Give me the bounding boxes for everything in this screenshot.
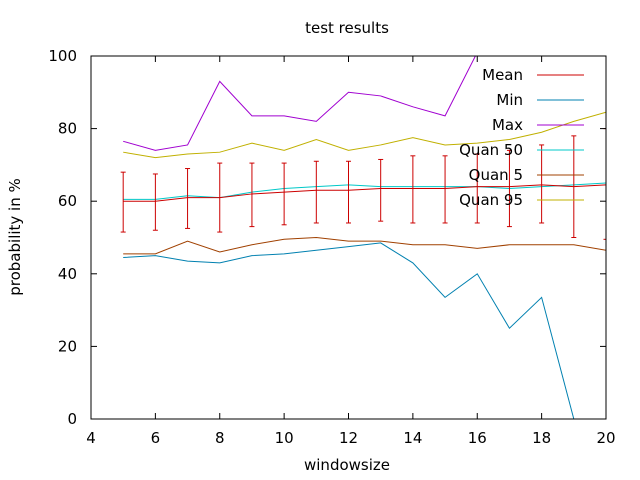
series-line-quan-95 [123, 111, 606, 159]
error-bar [185, 168, 191, 229]
series-line-quan-5 [123, 236, 606, 255]
plot-frame [90, 55, 607, 420]
legend-label: Quan 95 [459, 191, 523, 209]
error-bar [217, 162, 223, 233]
y-tick-label: 60 [58, 192, 77, 210]
chart-title: test results [305, 19, 389, 37]
x-tick-label: 4 [86, 429, 96, 447]
legend-label: Mean [482, 66, 523, 84]
series-line-mean [123, 184, 606, 202]
legend-item-quan-95: Quan 95 [459, 191, 584, 209]
plot-area [120, 56, 606, 419]
legend-label: Min [496, 91, 523, 109]
error-bar [442, 155, 448, 224]
error-bar [474, 153, 480, 224]
error-bar [249, 162, 255, 228]
series-line-quan-50 [123, 182, 606, 200]
x-axis-title: windowsize [304, 456, 390, 474]
x-tick-label: 12 [339, 429, 358, 447]
legend-label: Max [492, 116, 523, 134]
error-bar [152, 173, 158, 231]
x-tick-label: 10 [275, 429, 294, 447]
error-bar [281, 162, 287, 226]
legend-item-min: Min [496, 91, 584, 109]
error-bar [346, 160, 351, 224]
error-bar [120, 171, 126, 233]
series-line-min [123, 242, 575, 419]
x-tick-label: 14 [403, 429, 422, 447]
y-tick-label: 100 [48, 47, 77, 65]
y-tick-label: 40 [58, 265, 77, 283]
axis-ticks: 4 6 8 10 12 14 16 18 20 0 20 40 60 80 100 [48, 47, 615, 447]
y-tick-label: 0 [67, 410, 77, 428]
x-tick-label: 18 [532, 429, 551, 447]
legend-item-quan-50: Quan 50 [459, 141, 584, 159]
y-axis-title: probability in % [6, 178, 24, 296]
y-tick-label: 80 [58, 120, 77, 138]
x-tick-label: 6 [151, 429, 161, 447]
y-tick-label: 20 [58, 337, 77, 355]
error-bar [539, 144, 545, 224]
error-bar [506, 149, 512, 228]
legend-item-max: Max [492, 116, 584, 134]
error-bar [313, 160, 319, 224]
error-bar [410, 155, 416, 224]
error-bar [571, 135, 577, 238]
x-tick-label: 8 [215, 429, 225, 447]
legend-item-mean: Mean [482, 66, 584, 84]
series-line-max [123, 56, 476, 151]
error-bar [378, 158, 384, 222]
x-tick-label: 16 [468, 429, 487, 447]
legend: Mean Min Max Quan 50 Quan 5 Quan 95 [459, 66, 584, 209]
legend-label: Quan 50 [459, 141, 523, 159]
x-tick-label: 20 [596, 429, 615, 447]
legend-label: Quan 5 [469, 166, 523, 184]
legend-item-quan-5: Quan 5 [469, 166, 584, 184]
